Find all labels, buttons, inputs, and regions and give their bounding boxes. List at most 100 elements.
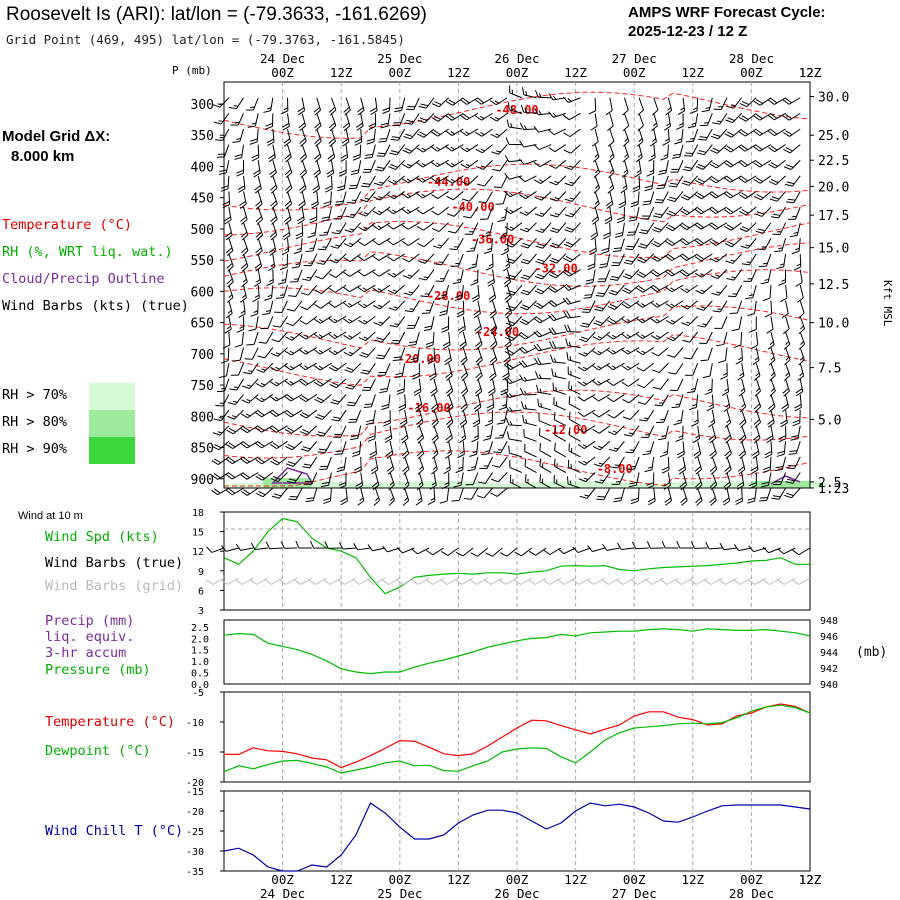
barb-shaft <box>791 487 801 499</box>
wind-barb <box>445 409 454 428</box>
barb-flag <box>712 239 719 245</box>
barb-flag <box>665 255 673 262</box>
barb-half-flag <box>597 380 602 385</box>
wind-barb <box>491 456 508 468</box>
barb-flag <box>735 497 743 502</box>
wind-barb <box>552 382 566 395</box>
wind-barb <box>606 331 625 340</box>
barb-flag <box>557 548 565 554</box>
barb-half-flag <box>670 303 675 307</box>
wind-barb <box>427 347 436 365</box>
barb-flag <box>772 495 781 498</box>
barb-flag <box>654 404 663 407</box>
barb-flag <box>499 235 507 239</box>
barb-shaft <box>380 316 391 326</box>
wind-barb <box>257 347 274 359</box>
barb-flag <box>695 468 702 475</box>
barb-flag <box>329 125 337 132</box>
barb-flag <box>680 196 689 201</box>
barb-flag <box>763 579 770 585</box>
wind-barb <box>790 425 801 441</box>
barb-flag <box>258 491 266 496</box>
wind-barb <box>710 269 728 280</box>
wind-barb <box>328 331 347 340</box>
wind-barb <box>269 425 288 433</box>
top-time-tick-label: 12Z <box>799 65 822 80</box>
wind-barb <box>334 441 347 456</box>
barb-shaft <box>700 206 713 215</box>
barb-shaft <box>291 331 303 341</box>
wind-barb <box>518 175 537 183</box>
barb-half-flag <box>472 450 478 454</box>
wind-barb <box>467 456 479 472</box>
barb-shaft <box>290 394 303 402</box>
barb-flag <box>483 250 492 255</box>
barb-shaft <box>438 97 449 108</box>
barb-flag <box>323 497 331 502</box>
barb-flag <box>720 375 728 380</box>
wind-barb <box>664 488 673 506</box>
wind-barb <box>348 409 362 423</box>
barb-shaft <box>613 378 625 386</box>
barb-flag <box>506 363 514 369</box>
barb-flag <box>367 579 375 585</box>
isotherm-label: -40.00 <box>451 200 494 214</box>
barb-half-flag <box>423 276 429 279</box>
barb-half-flag <box>594 200 599 205</box>
barb-flag <box>463 497 472 500</box>
barb-shaft <box>485 191 494 203</box>
barb-flag <box>476 375 483 382</box>
barb-flag <box>493 451 501 454</box>
wind-barb <box>549 341 566 349</box>
barb-half-flag <box>333 318 338 322</box>
barb-flag <box>401 437 409 444</box>
barb-shaft <box>301 160 307 173</box>
barb-flag <box>347 384 355 388</box>
wind-barb <box>784 347 791 366</box>
barb-half-flag <box>722 372 728 376</box>
barb-flag <box>489 372 496 379</box>
barb-half-flag <box>611 365 617 369</box>
barb-flag <box>726 224 734 229</box>
barb-flag <box>213 458 222 464</box>
barb-half-flag <box>523 376 528 381</box>
barb-flag <box>380 122 389 126</box>
barb-flag <box>675 579 682 585</box>
barb-flag <box>522 258 531 263</box>
barb-flag <box>213 418 222 422</box>
barb-shaft <box>233 409 244 420</box>
wind-barb <box>384 425 393 443</box>
barb-shaft <box>411 113 420 125</box>
wind-barb <box>637 97 644 116</box>
label-wind-spd: Wind Spd (kts) <box>45 529 159 545</box>
barb-flag <box>504 172 510 180</box>
barb-flag <box>299 334 307 340</box>
barb-flag <box>518 361 525 368</box>
barb-flag <box>475 328 482 335</box>
barb-flag <box>549 259 557 264</box>
barb-shaft <box>726 472 732 486</box>
wind-barb <box>416 409 424 428</box>
barb-flag <box>285 336 293 341</box>
barb-flag <box>709 450 716 457</box>
barb-flag <box>740 421 747 428</box>
wind-barb <box>608 160 615 179</box>
wind-barb <box>563 237 581 248</box>
barb-shaft <box>731 128 742 138</box>
barb-flag <box>676 125 684 130</box>
barb-flag <box>220 360 229 364</box>
wind-barb <box>388 159 406 170</box>
barb-shaft <box>287 191 293 204</box>
wind-barb <box>367 425 376 442</box>
barb-shaft <box>635 472 640 486</box>
wind-barb <box>372 222 391 231</box>
barb-shaft <box>423 128 435 138</box>
barb-shaft <box>448 331 451 345</box>
barb-flag <box>472 297 480 303</box>
wind-barb <box>332 425 347 438</box>
barb-flag <box>621 365 629 371</box>
barb-shaft <box>643 378 655 389</box>
barb-shaft <box>349 284 361 293</box>
barb-flag <box>785 113 793 120</box>
barb-half-flag <box>609 153 614 158</box>
